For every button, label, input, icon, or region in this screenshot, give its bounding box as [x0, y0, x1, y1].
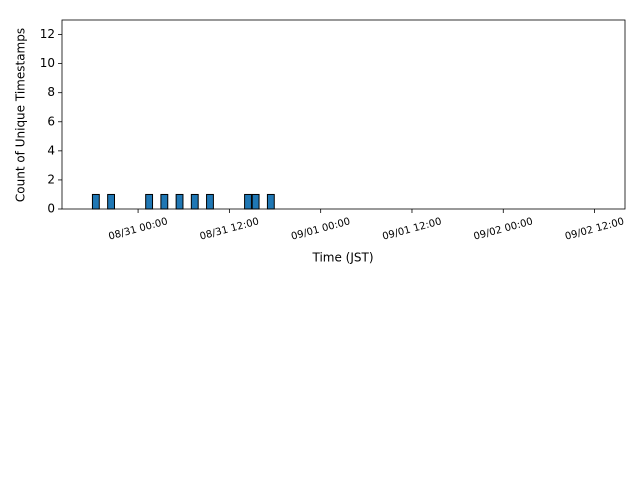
- plot-frame: [61, 19, 626, 210]
- bar: [160, 193, 169, 210]
- bar: [266, 193, 275, 210]
- y-tick-label: 0: [47, 202, 55, 216]
- bar: [251, 193, 260, 210]
- y-axis-label: Count of Unique Timestamps: [14, 28, 28, 202]
- y-tick-label: 10: [40, 56, 55, 70]
- bar: [145, 193, 154, 210]
- bar: [206, 193, 214, 210]
- y-tick-label: 4: [47, 143, 55, 157]
- bar: [91, 193, 100, 210]
- y-tick-label: 8: [47, 85, 55, 99]
- x-axis-label: Time (JST): [311, 251, 373, 265]
- bar: [244, 193, 252, 210]
- bar: [175, 193, 184, 210]
- y-tick-label: 6: [47, 114, 55, 128]
- y-tick-label: 2: [47, 172, 55, 186]
- y-tick-label: 12: [40, 27, 55, 41]
- bar: [107, 193, 115, 210]
- bar: [190, 193, 199, 210]
